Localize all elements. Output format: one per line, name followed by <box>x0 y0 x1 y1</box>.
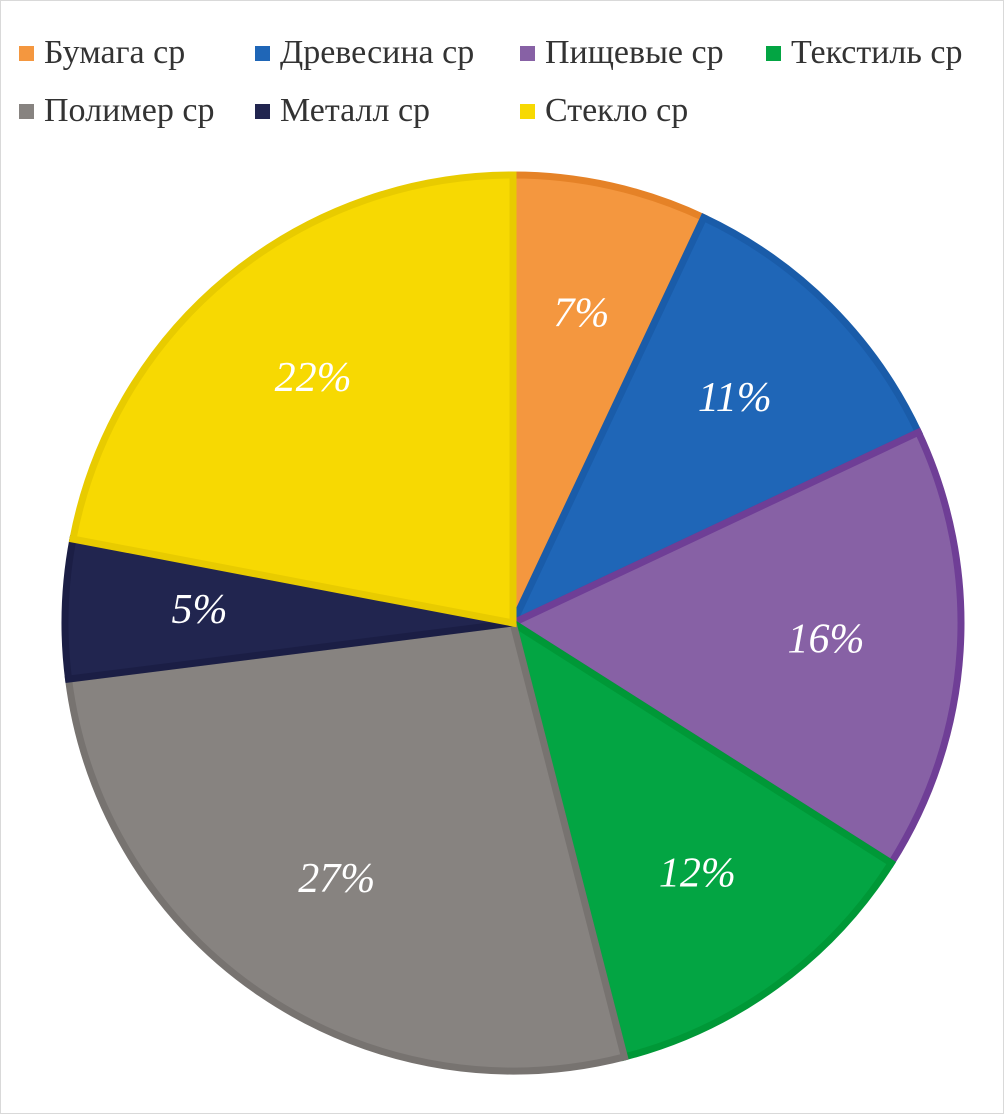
pie-slice-label-27%: 27% <box>298 856 375 902</box>
legend-swatch-glass <box>520 103 535 119</box>
legend-item-polymer: Полимер ср <box>19 87 214 135</box>
pie-slices <box>61 171 965 1075</box>
legend-label-glass: Стекло ср <box>545 92 689 129</box>
legend-swatch-polymer <box>19 103 34 119</box>
legend-label-metal: Металл ср <box>280 92 431 129</box>
legend-label-polymer: Полимер ср <box>44 92 215 129</box>
legend-swatch-textile <box>766 45 781 61</box>
pie-slice-label-12%: 12% <box>659 850 736 896</box>
legend-swatch-wood <box>255 45 270 61</box>
pie-slice-Пищевые ср <box>505 427 965 868</box>
pie-slice-Металл ср <box>61 534 514 684</box>
pie-slice-label-11%: 11% <box>698 375 772 421</box>
legend-item-wood: Древесина ср <box>255 29 474 77</box>
pie-slice-Бумага ср <box>509 171 709 625</box>
legend-swatch-metal <box>255 103 270 119</box>
pie-slice-label-22%: 22% <box>275 355 352 401</box>
pie-slice-labels: 7% 11% 16% 12% 27% 5% 22% <box>172 291 865 902</box>
legend-label-paper: Бумага ср <box>44 34 186 71</box>
pie-slice-Текстиль ср <box>507 615 897 1062</box>
legend-item-textile: Текстиль ср <box>766 29 962 77</box>
legend-item-metal: Металл ср <box>255 87 430 135</box>
legend-label-food: Пищевые ср <box>545 34 724 71</box>
legend-item-paper: Бумага ср <box>19 29 185 77</box>
legend-swatch-food <box>520 45 535 61</box>
pie-slice-Полимер ср <box>64 619 629 1075</box>
legend-item-glass: Стекло ср <box>520 87 688 135</box>
legend-item-food: Пищевые ср <box>520 29 724 77</box>
legend: Бумага ср Древесина ср Пищевые ср Тексти… <box>19 29 999 139</box>
pie-slice-Древесина ср <box>505 212 924 631</box>
legend-swatch-paper <box>19 45 34 61</box>
pie-slice-label-5%: 5% <box>172 587 228 633</box>
legend-label-wood: Древесина ср <box>280 34 475 71</box>
pie-slice-label-16%: 16% <box>787 616 864 662</box>
pie-slice-Стекло ср <box>68 171 517 628</box>
legend-label-textile: Текстиль ср <box>791 34 963 71</box>
pie-slice-label-7%: 7% <box>553 291 609 337</box>
